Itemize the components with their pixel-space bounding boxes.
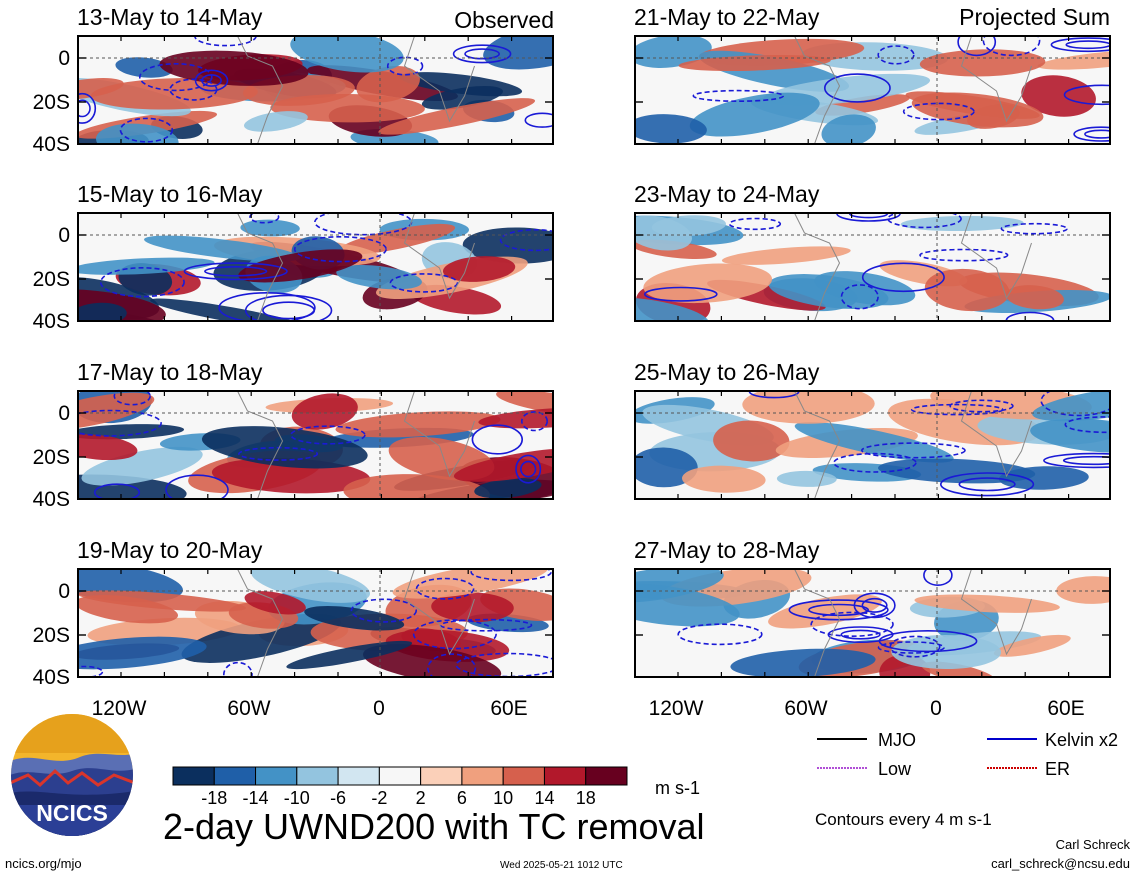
- panel-frame: [634, 212, 1111, 322]
- colorbar-swatch: [378, 766, 422, 786]
- y-tick-label: 40S: [32, 488, 70, 511]
- panel-title-6: 23-May to 24-May: [634, 181, 820, 207]
- footer-author: Carl Schreck: [1055, 837, 1130, 852]
- panel-map: [635, 213, 1110, 321]
- panel-frame: [634, 35, 1111, 145]
- panel-map: [78, 391, 553, 499]
- y-tick-label: 20S: [32, 268, 70, 291]
- x-tick-120w-right: 120W: [648, 697, 704, 720]
- legend-label-kelvin: Kelvin x2: [1045, 730, 1119, 750]
- y-tick-label: 0: [58, 580, 70, 603]
- logo-text: NCICS: [36, 800, 108, 826]
- panel-title-1: 13-May to 14-May: [77, 4, 263, 30]
- colorbar-tick-label: -6: [330, 788, 347, 808]
- x-tick-0-right: 0: [930, 697, 942, 720]
- y-tick-label: 40S: [32, 133, 70, 156]
- y-tick-label: 20S: [32, 624, 70, 647]
- panel-map: [635, 36, 1110, 144]
- colorbar-swatch: [337, 766, 380, 786]
- figure-title: 2-day UWND200 with TC removal: [163, 806, 705, 847]
- panel-frame: [77, 35, 554, 145]
- panel-title-5: 21-May to 22-May: [634, 4, 820, 30]
- colorbar-tick-label: 2: [415, 788, 426, 808]
- colorbar-swatch: [213, 766, 257, 786]
- panel-frame: [77, 212, 554, 322]
- panel-map: [635, 391, 1110, 499]
- legend-label-mjo: MJO: [878, 730, 916, 750]
- legend-label-er: ER: [1045, 759, 1071, 779]
- x-tick-0-left: 0: [373, 697, 385, 720]
- footer-email: carl_schreck@ncsu.edu: [991, 856, 1130, 871]
- panel-map: [78, 213, 553, 321]
- panel-frame: [634, 568, 1111, 678]
- x-tick-60e-right: 60E: [1047, 697, 1085, 720]
- colorbar-tick-label: -2: [371, 788, 388, 808]
- panel-title-3: 17-May to 18-May: [77, 359, 263, 385]
- contour-note: Contours every 4 m s-1: [815, 810, 992, 829]
- panel-frame: [77, 390, 554, 500]
- footer-url: ncics.org/mjo: [5, 856, 82, 871]
- x-tick-120w-left: 120W: [91, 697, 147, 720]
- projected-label: Projected Sum: [959, 4, 1110, 30]
- colorbar-tick-label: 18: [575, 788, 596, 808]
- y-tick-label: 0: [58, 47, 70, 70]
- colorbar-tick-label: 6: [456, 788, 467, 808]
- legend-label-low: Low: [878, 759, 912, 779]
- y-tick-label: 20S: [32, 91, 70, 114]
- colorbar-swatch: [543, 766, 587, 786]
- y-tick-label: 40S: [32, 310, 70, 333]
- x-tick-60w-right: 60W: [784, 697, 828, 720]
- colorbar-swatch: [461, 766, 504, 786]
- colorbar-swatch: [585, 766, 628, 786]
- ncics-logo: NCICS: [11, 714, 133, 836]
- colorbar: [172, 766, 628, 786]
- x-tick-60w-left: 60W: [227, 697, 271, 720]
- x-tick-60e-left: 60E: [490, 697, 528, 720]
- panel-title-7: 25-May to 26-May: [634, 359, 820, 385]
- colorbar-tick-label: 14: [534, 788, 555, 808]
- panel-map: [78, 569, 553, 677]
- footer-timestamp: Wed 2025-05-21 1012 UTC: [500, 860, 623, 871]
- panel-title-8: 27-May to 28-May: [634, 537, 820, 563]
- panel-map: [635, 569, 1110, 677]
- colorbar-swatch: [502, 766, 545, 786]
- colorbar-tick-label: -14: [242, 788, 269, 808]
- y-tick-label: 0: [58, 224, 70, 247]
- y-tick-label: 20S: [32, 446, 70, 469]
- panel-title-2: 15-May to 16-May: [77, 181, 263, 207]
- colorbar-swatch: [172, 766, 215, 786]
- colorbar-tick-label: -18: [201, 788, 228, 808]
- colorbar-swatch: [255, 766, 298, 786]
- y-tick-label: 40S: [32, 666, 70, 689]
- colorbar-swatch: [296, 766, 339, 786]
- panel-frame: [77, 568, 554, 678]
- colorbar-tick-label: 10: [493, 788, 514, 808]
- panel-title-4: 19-May to 20-May: [77, 537, 263, 563]
- observed-label: Observed: [454, 7, 554, 33]
- colorbar-swatch: [420, 766, 463, 786]
- legend: [817, 738, 1037, 769]
- colorbar-tick-label: -10: [283, 788, 310, 808]
- panel-map: [78, 36, 553, 144]
- panel-frame: [634, 390, 1111, 500]
- y-tick-label: 0: [58, 402, 70, 425]
- colorbar-units: m s-1: [655, 778, 700, 798]
